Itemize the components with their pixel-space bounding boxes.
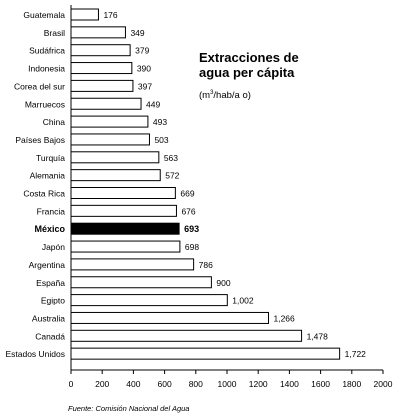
value-label-sudafrica: 379 (135, 46, 149, 56)
category-label-sudafrica: Sudáfrica (29, 46, 65, 56)
bar-canada (70, 329, 303, 342)
category-label-francia: Francia (37, 206, 66, 216)
bar-brasil (70, 26, 126, 39)
category-label-canada: Canadá (35, 331, 65, 341)
value-label-estados-unidos: 1,722 (345, 349, 367, 359)
category-label-argentina: Argentina (29, 260, 66, 270)
bar-indonesia (70, 62, 133, 75)
value-label-australia: 1,266 (273, 313, 295, 323)
value-label-china: 493 (153, 117, 167, 127)
value-label-costa-rica: 669 (180, 189, 194, 199)
value-label-alemania: 572 (165, 171, 179, 181)
value-label-argentina: 786 (199, 260, 213, 270)
bar-argentina (70, 258, 195, 271)
bar-marruecos (70, 97, 142, 110)
category-label-turquia: Turquía (36, 153, 65, 163)
x-axis: 0 200 400 600 800 1000 1200 1400 1600 1800 2000 (69, 5, 393, 389)
x-tick-label-2000: 2000 (374, 379, 393, 389)
bar-egipto (70, 294, 228, 307)
category-label-guatemala: Guatemala (23, 10, 65, 20)
value-label-corea-del-sur: 397 (138, 81, 152, 91)
bar-sudafrica (70, 44, 131, 57)
bar-espana (70, 276, 212, 289)
value-label-mexico: 693 (184, 224, 199, 234)
bar-china (70, 115, 149, 128)
bar-turquia (70, 151, 160, 164)
category-label-paises-bajos: Países Bajos (15, 135, 65, 145)
category-label-marruecos: Marruecos (25, 99, 65, 109)
x-tick-label-800: 800 (189, 379, 203, 389)
bar-francia (70, 204, 177, 217)
value-label-japon: 698 (185, 242, 199, 252)
value-label-paises-bajos: 503 (154, 135, 168, 145)
category-label-japon: Japón (42, 242, 65, 252)
category-label-australia: Australia (32, 313, 65, 323)
category-label-mexico: México (34, 224, 65, 234)
chart-title: Extracciones de agua per cápita (199, 50, 299, 80)
chart-source: Fuente: Comisión Nacional del Agua (68, 404, 190, 413)
units-suffix: /hab/a o) (213, 90, 251, 102)
x-tick-label-200: 200 (95, 379, 109, 389)
x-tick-label-0: 0 (69, 379, 74, 389)
value-label-brasil: 349 (130, 28, 144, 38)
x-tick-label-1200: 1200 (249, 379, 268, 389)
bar-alemania (70, 169, 161, 182)
value-label-guatemala: 176 (103, 10, 117, 20)
category-label-alemania: Alemania (30, 171, 66, 181)
category-label-indonesia: Indonesia (28, 64, 65, 74)
bar-estados-unidos (70, 347, 341, 360)
x-tick-label-400: 400 (126, 379, 140, 389)
bar-costa-rica (70, 187, 176, 199)
category-label-espana: España (36, 278, 65, 288)
bars-group (70, 8, 341, 360)
x-tick-label-1800: 1800 (342, 379, 361, 389)
units-superscript: 3 (210, 90, 214, 96)
units-prefix: (m (199, 90, 211, 102)
value-label-canada: 1,478 (307, 331, 329, 341)
bar-paises-bajos (70, 133, 150, 146)
category-label-estados-unidos: Estados Unidos (5, 349, 65, 359)
bar-japon (70, 240, 181, 253)
category-label-corea-del-sur: Corea del sur (14, 81, 65, 91)
value-label-egipto: 1,002 (232, 296, 254, 306)
value-label-indonesia: 390 (137, 64, 151, 74)
value-label-turquia: 563 (164, 153, 178, 163)
category-label-egipto: Egipto (41, 296, 65, 306)
value-label-francia: 676 (181, 206, 195, 216)
category-labels-group: Guatemala Brasil Sudáfrica Indonesia Corea d… (5, 10, 65, 359)
value-label-espana: 900 (216, 278, 230, 288)
chart-units: (m3/hab/a o) (199, 90, 251, 101)
value-label-marruecos: 449 (146, 99, 160, 109)
bar-corea-del-sur (70, 79, 134, 92)
x-tick-label-1400: 1400 (280, 379, 299, 389)
x-tick-label-600: 600 (158, 379, 172, 389)
category-label-china: China (43, 117, 65, 127)
x-tick-label-1600: 1600 (311, 379, 330, 389)
bar-mexico (70, 222, 180, 235)
bar-australia (70, 311, 269, 324)
category-label-brasil: Brasil (44, 28, 65, 38)
category-label-costa-rica: Costa Rica (23, 189, 65, 199)
x-tick-label-1000: 1000 (218, 379, 237, 389)
bar-guatemala (70, 8, 99, 21)
